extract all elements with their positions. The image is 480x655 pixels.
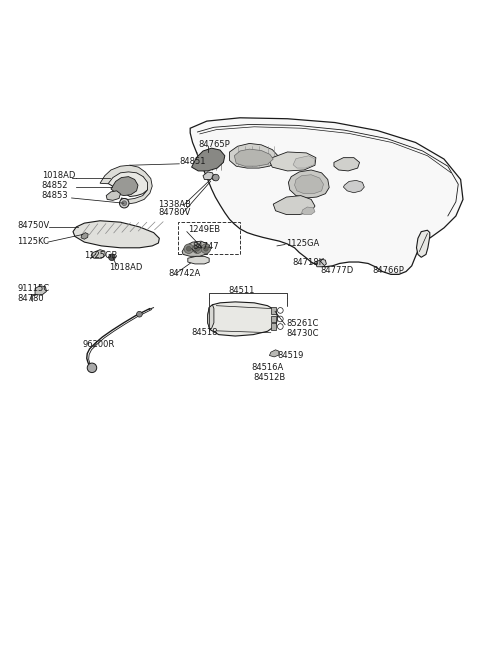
Text: 1018AD: 1018AD [42,171,75,180]
Circle shape [277,316,283,322]
Circle shape [201,244,211,253]
Text: 84853: 84853 [42,191,68,200]
Text: 84718K: 84718K [292,259,324,267]
Polygon shape [106,191,120,200]
Text: 1249EB: 1249EB [188,225,220,234]
Text: 84780V: 84780V [158,208,190,217]
Text: 84519: 84519 [277,352,303,360]
Polygon shape [35,286,47,295]
Polygon shape [271,323,276,330]
Polygon shape [273,196,315,215]
Circle shape [277,308,283,313]
Text: 1125GB: 1125GB [84,251,118,260]
Polygon shape [295,175,324,194]
Polygon shape [190,118,463,274]
Text: 85261C: 85261C [287,319,319,328]
Text: 84765P: 84765P [199,140,230,149]
Polygon shape [192,148,225,171]
Text: 84511: 84511 [228,286,254,295]
Polygon shape [106,170,149,196]
Circle shape [87,363,96,373]
Polygon shape [417,231,430,257]
Polygon shape [301,207,315,215]
Bar [179,221,240,254]
Circle shape [108,254,115,261]
Polygon shape [91,250,105,258]
Polygon shape [208,305,214,328]
Circle shape [212,175,218,180]
Polygon shape [81,233,88,239]
Text: 84516A: 84516A [252,364,284,372]
Polygon shape [234,149,273,166]
Text: 84742A: 84742A [169,269,201,278]
Text: 84766P: 84766P [372,266,404,275]
Circle shape [137,311,142,317]
Polygon shape [288,170,329,198]
Text: 84730C: 84730C [287,329,319,338]
Polygon shape [182,241,211,256]
Text: 84750V: 84750V [17,221,49,230]
Polygon shape [100,165,152,204]
Circle shape [204,246,208,251]
Polygon shape [268,152,316,171]
Polygon shape [343,180,364,193]
Polygon shape [203,172,214,179]
Polygon shape [316,259,326,267]
Polygon shape [229,143,278,168]
Polygon shape [271,316,276,322]
Circle shape [186,246,191,251]
Polygon shape [269,350,279,357]
Text: 84851: 84851 [180,157,206,166]
Text: 1125KC: 1125KC [17,236,49,246]
Circle shape [195,246,200,251]
Text: 96200R: 96200R [83,339,115,348]
Text: 84780: 84780 [17,293,44,303]
Polygon shape [271,307,276,314]
Text: 84852: 84852 [42,181,68,190]
Circle shape [184,244,193,253]
Circle shape [277,324,283,329]
Text: 1125GA: 1125GA [286,238,319,248]
Text: 84512B: 84512B [253,373,286,383]
Polygon shape [208,302,278,336]
Circle shape [213,174,219,181]
Polygon shape [188,256,209,264]
Circle shape [120,198,129,208]
Text: 84777D: 84777D [321,266,354,275]
Text: 84747: 84747 [192,242,219,252]
Polygon shape [111,177,138,196]
Text: 84518: 84518 [191,328,217,337]
Polygon shape [73,221,159,248]
Circle shape [122,201,127,206]
Polygon shape [293,156,315,168]
Text: 1018AD: 1018AD [109,263,143,272]
Text: 1338AB: 1338AB [158,200,191,209]
Text: 91115C: 91115C [17,284,49,293]
Polygon shape [334,158,360,171]
Circle shape [192,244,202,253]
